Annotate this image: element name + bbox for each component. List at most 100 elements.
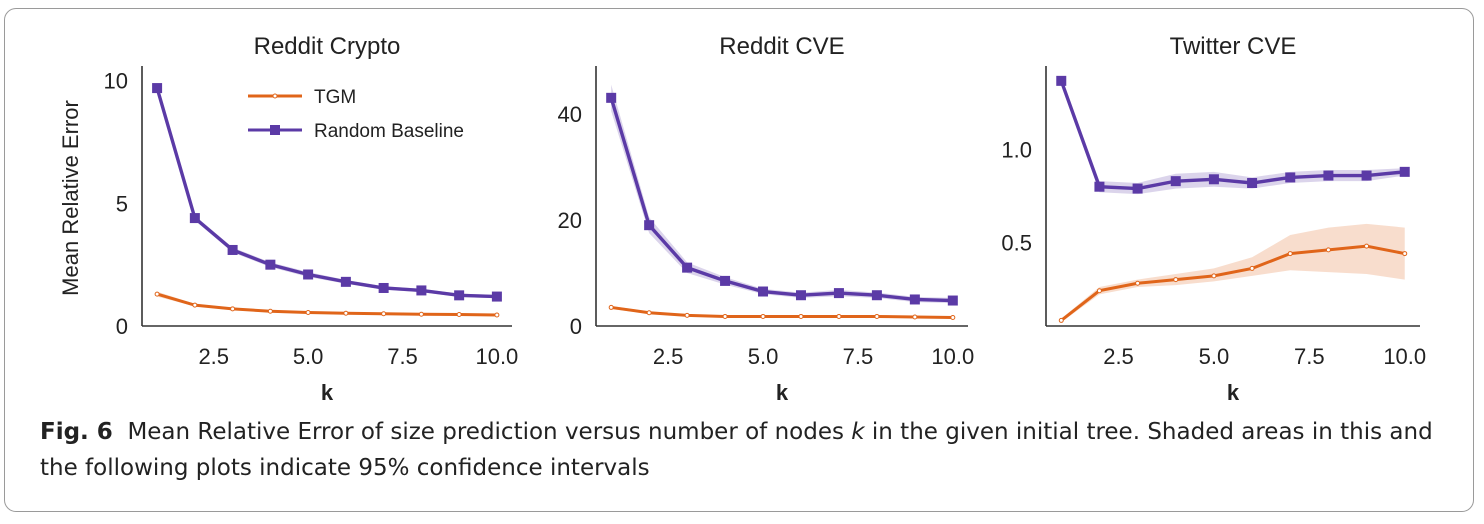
data-point	[1364, 243, 1370, 249]
chart-title: Reddit Crypto	[254, 33, 401, 60]
y-tick-label: 10	[104, 69, 128, 94]
panel-3	[1045, 66, 1420, 327]
data-point	[303, 269, 314, 280]
data-point	[682, 262, 693, 273]
data-point	[1285, 172, 1296, 183]
data-point	[912, 314, 918, 320]
data-point	[192, 302, 198, 308]
legend-label: TGM	[314, 87, 356, 108]
panel-2	[595, 66, 968, 327]
data-point	[418, 311, 424, 317]
y-tick-label: 20	[558, 208, 582, 233]
x-axis-label: k	[776, 380, 789, 405]
data-point	[1287, 251, 1293, 257]
data-point	[798, 313, 804, 319]
chart-title: Reddit CVE	[719, 33, 844, 60]
x-tick-label: 2.5	[198, 344, 229, 369]
data-point	[874, 313, 880, 319]
data-point	[340, 276, 351, 287]
data-point	[1211, 273, 1217, 279]
data-point	[227, 244, 238, 255]
y-tick-label: 0	[570, 314, 582, 339]
data-point	[1058, 317, 1064, 323]
y-tick-label: 1.0	[1001, 138, 1032, 163]
x-tick-label: 7.5	[1294, 344, 1325, 369]
x-tick-label: 5.0	[293, 344, 324, 369]
x-axis-label: k	[321, 380, 334, 405]
data-point	[795, 290, 806, 301]
y-tick-label: 0	[116, 314, 128, 339]
y-tick-label: 0.5	[1001, 230, 1032, 255]
data-point	[416, 285, 427, 296]
y-tick-label: 5	[116, 191, 128, 216]
data-point	[1361, 170, 1372, 181]
data-point	[343, 310, 349, 316]
x-tick-label: 2.5	[653, 344, 684, 369]
x-tick-label: 2.5	[1103, 344, 1134, 369]
data-point	[950, 315, 956, 321]
data-point	[1170, 176, 1181, 187]
x-tick-label: 7.5	[387, 344, 418, 369]
caption-label: Fig. 6	[40, 419, 113, 445]
figure-charts: Reddit Crypto 2.5 5.0 7.5 10.0 0 5 10 k Mean Rela…	[58, 33, 1426, 405]
data-point	[871, 290, 882, 301]
y-tick-label: 40	[558, 102, 582, 127]
data-point	[305, 310, 311, 316]
series-line	[156, 292, 497, 317]
data-point	[836, 313, 842, 319]
series-line	[1059, 80, 1405, 191]
series-line	[609, 97, 953, 303]
x-tick-label: 10.0	[931, 344, 974, 369]
data-point	[760, 313, 766, 319]
x-tick-label: 10.0	[1383, 344, 1426, 369]
x-tick-label: 5.0	[748, 344, 779, 369]
data-point	[644, 220, 655, 231]
data-point	[1325, 247, 1331, 253]
x-axis-label: k	[1227, 380, 1240, 405]
data-point	[1135, 280, 1141, 286]
data-point	[454, 290, 465, 301]
data-point	[608, 304, 614, 310]
data-point	[152, 83, 163, 94]
data-point	[722, 313, 728, 319]
data-point	[1208, 174, 1219, 185]
data-point	[833, 288, 844, 299]
legend-marker	[270, 125, 280, 135]
series-line	[1060, 244, 1406, 322]
data-point	[684, 312, 690, 318]
data-point	[189, 213, 200, 224]
data-point	[154, 291, 160, 297]
data-point	[1402, 251, 1408, 257]
data-point	[1323, 170, 1334, 181]
data-point	[1056, 75, 1067, 86]
panel-1	[141, 66, 512, 327]
legend-label: Random Baseline	[314, 121, 464, 142]
data-point	[230, 306, 236, 312]
data-point	[491, 291, 502, 302]
data-point	[494, 312, 500, 318]
data-point	[1173, 277, 1179, 283]
data-point	[720, 275, 731, 286]
caption-k: k	[851, 419, 865, 445]
confidence-band	[611, 84, 953, 304]
series-line	[610, 305, 953, 320]
data-point	[378, 282, 389, 293]
data-point	[606, 92, 617, 103]
caption-text-2: in the given initial tree. Shaded areas …	[40, 419, 1433, 481]
data-point	[758, 286, 769, 297]
series-line	[155, 87, 497, 299]
figure-caption: Fig. 6 Mean Relative Error of size predi…	[40, 414, 1440, 486]
data-point	[265, 259, 276, 270]
data-point	[1096, 288, 1102, 294]
chart-title: Twitter CVE	[1170, 33, 1297, 60]
data-point	[1247, 178, 1258, 188]
data-point	[1249, 265, 1255, 271]
data-point	[947, 295, 958, 306]
x-tick-label: 10.0	[475, 344, 518, 369]
data-point	[646, 310, 652, 316]
x-tick-label: 5.0	[1199, 344, 1230, 369]
data-point	[1094, 181, 1105, 192]
data-point	[456, 311, 462, 317]
x-tick-label: 7.5	[843, 344, 874, 369]
legend-marker	[272, 93, 278, 99]
